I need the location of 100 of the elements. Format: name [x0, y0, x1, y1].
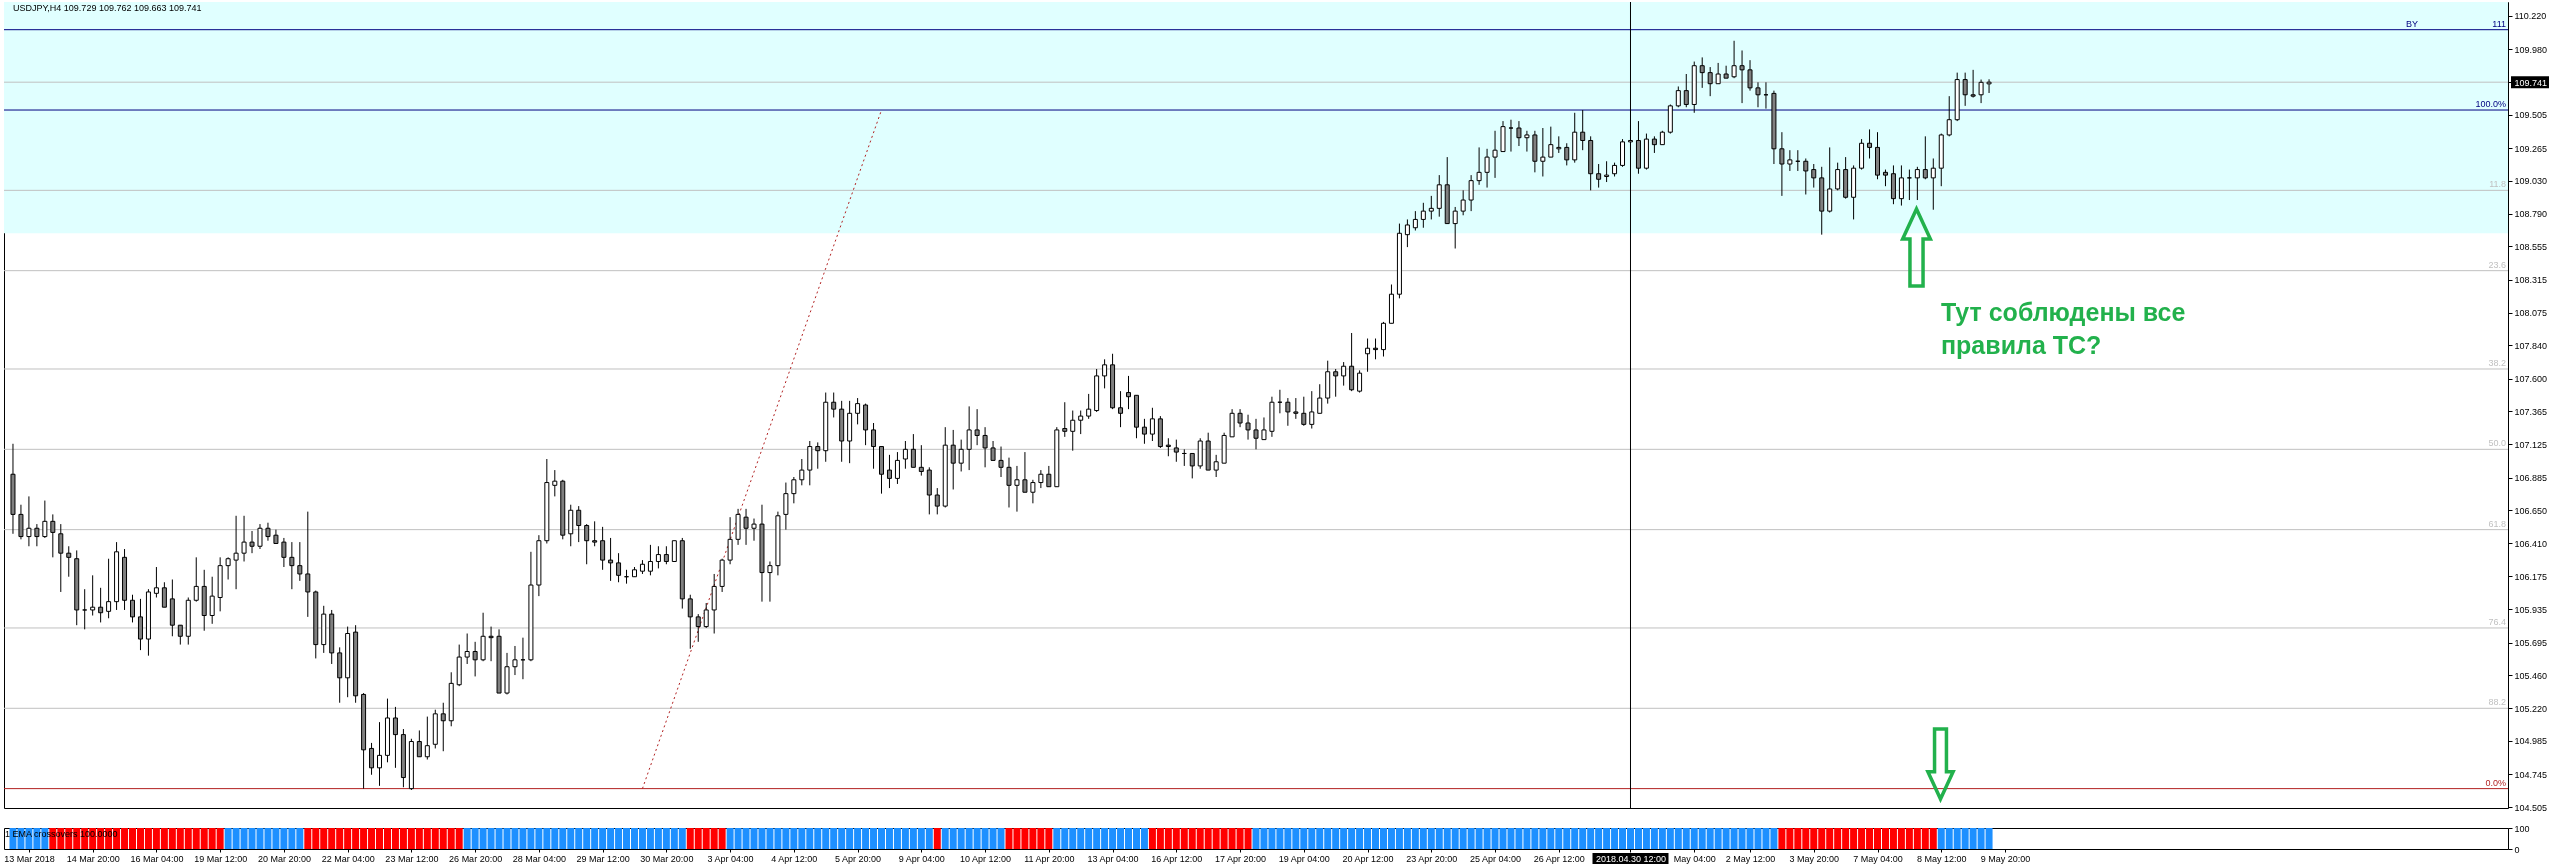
y-tick-label: 104.985: [2514, 736, 2548, 747]
candlestick: [1173, 439, 1179, 463]
candlestick: [655, 545, 661, 569]
candlestick: [377, 721, 383, 787]
candlestick: [177, 624, 183, 646]
candlestick: [1165, 437, 1171, 457]
candlestick: [18, 504, 24, 540]
x-tick-label: 14 Mar 20:00: [66, 853, 120, 864]
annotation: 76.4: [2488, 616, 2506, 627]
candlestick: [592, 520, 598, 547]
candlestick: [1930, 157, 1936, 211]
y-tick-label: 107.365: [2514, 406, 2548, 417]
x-tick-label: 19 Mar 12:00: [194, 853, 248, 864]
candlestick: [791, 476, 797, 504]
candlestick: [281, 537, 287, 568]
candlestick: [783, 482, 789, 531]
candlestick: [1548, 126, 1554, 158]
candlestick: [902, 440, 908, 470]
candlestick: [1811, 163, 1817, 189]
candlestick: [50, 513, 56, 558]
y-tick-label: 107.600: [2514, 374, 2548, 385]
candlestick: [1141, 418, 1147, 445]
x-tick-label: 9 May 20:00: [1980, 853, 2031, 864]
candlestick: [416, 729, 422, 758]
candlestick: [1452, 206, 1458, 250]
candlestick: [1038, 469, 1044, 489]
candlestick: [1126, 375, 1132, 410]
y-tick-label: 106.175: [2514, 571, 2548, 582]
candlestick: [1492, 130, 1498, 179]
x-tick-label: 28 Mar 04:00: [512, 853, 566, 864]
candlestick: [1253, 418, 1259, 450]
candlestick: [727, 516, 733, 565]
candlestick: [703, 602, 709, 629]
candlestick: [1349, 332, 1355, 392]
candlestick: [966, 405, 972, 471]
candlestick: [1078, 410, 1084, 435]
x-tick-label: 23 Apr 20:00: [1406, 853, 1458, 864]
x-tick-label: 19 Apr 04:00: [1278, 853, 1330, 864]
candlestick: [552, 469, 558, 497]
candlestick: [1867, 128, 1873, 159]
x-tick-label: 26 Mar 20:00: [449, 853, 503, 864]
candlestick: [687, 594, 693, 650]
candlestick: [1779, 131, 1785, 197]
x-tick-label: 23 Mar 12:00: [385, 853, 439, 864]
annotation: Тут соблюдены все правила ТС?: [1941, 298, 2186, 359]
candlestick: [1404, 218, 1410, 248]
candlestick: [34, 523, 40, 547]
annotation: 61.8: [2488, 518, 2506, 529]
candlestick: [193, 556, 199, 603]
candlestick: [1962, 72, 1968, 107]
candlestick: [663, 545, 669, 565]
y-tick-label: 105.935: [2514, 604, 2548, 615]
candlestick: [1213, 454, 1219, 478]
candlestick: [918, 444, 924, 477]
candlestick: [751, 518, 757, 542]
candlestick: [424, 716, 430, 761]
candlestick: [1301, 396, 1307, 427]
candlestick: [1898, 164, 1904, 207]
x-tick-label: 30 Mar 20:00: [640, 853, 694, 864]
candlestick: [1285, 397, 1291, 427]
candlestick: [1014, 465, 1020, 513]
candlestick: [1436, 174, 1442, 218]
candlestick: [1564, 142, 1570, 166]
candlestick: [982, 426, 988, 468]
y-tick-label: 106.885: [2514, 473, 2548, 484]
x-tick-label: 20 Mar 20:00: [257, 853, 311, 864]
candlestick: [855, 397, 861, 425]
candlestick: [576, 505, 582, 543]
y-tick-label: 109.265: [2514, 143, 2548, 154]
y-tick-label: 110.220: [2514, 11, 2547, 22]
candlestick: [886, 454, 892, 489]
candlestick: [1620, 138, 1626, 168]
chart-title: USDJPY,H4 109.729 109.762 109.663 109.741: [13, 3, 202, 13]
annotation: 100.0%: [2475, 99, 2506, 110]
candlestick: [1524, 130, 1530, 153]
candlestick: [1062, 401, 1068, 438]
candlestick: [137, 598, 143, 651]
x-tick-label: 16 Mar 04:00: [130, 853, 184, 864]
x-tick-label: 3 Apr 04:00: [707, 853, 754, 864]
x-tick-label: 10 Apr 12:00: [960, 853, 1012, 864]
candlestick: [1261, 416, 1267, 441]
candlestick: [241, 515, 247, 562]
candlestick: [958, 439, 964, 472]
candlestick: [1229, 408, 1235, 438]
y-tick-label: 109.741: [2514, 77, 2548, 88]
x-tick-label: 16 Apr 12:00: [1151, 853, 1203, 864]
annotation: BY: [2405, 18, 2418, 29]
candlestick: [990, 440, 996, 461]
candlestick: [1365, 338, 1371, 373]
candlestick: [1604, 160, 1610, 183]
candlestick: [249, 530, 255, 554]
candlestick: [369, 742, 375, 776]
x-tick-label: 17 Apr 20:00: [1215, 853, 1267, 864]
candlestick: [1683, 73, 1689, 108]
candlestick: [480, 612, 486, 662]
candlestick: [1755, 81, 1761, 108]
candlestick: [998, 446, 1004, 478]
candlestick: [106, 558, 112, 619]
candlestick: [257, 523, 263, 550]
candlestick: [42, 500, 48, 539]
